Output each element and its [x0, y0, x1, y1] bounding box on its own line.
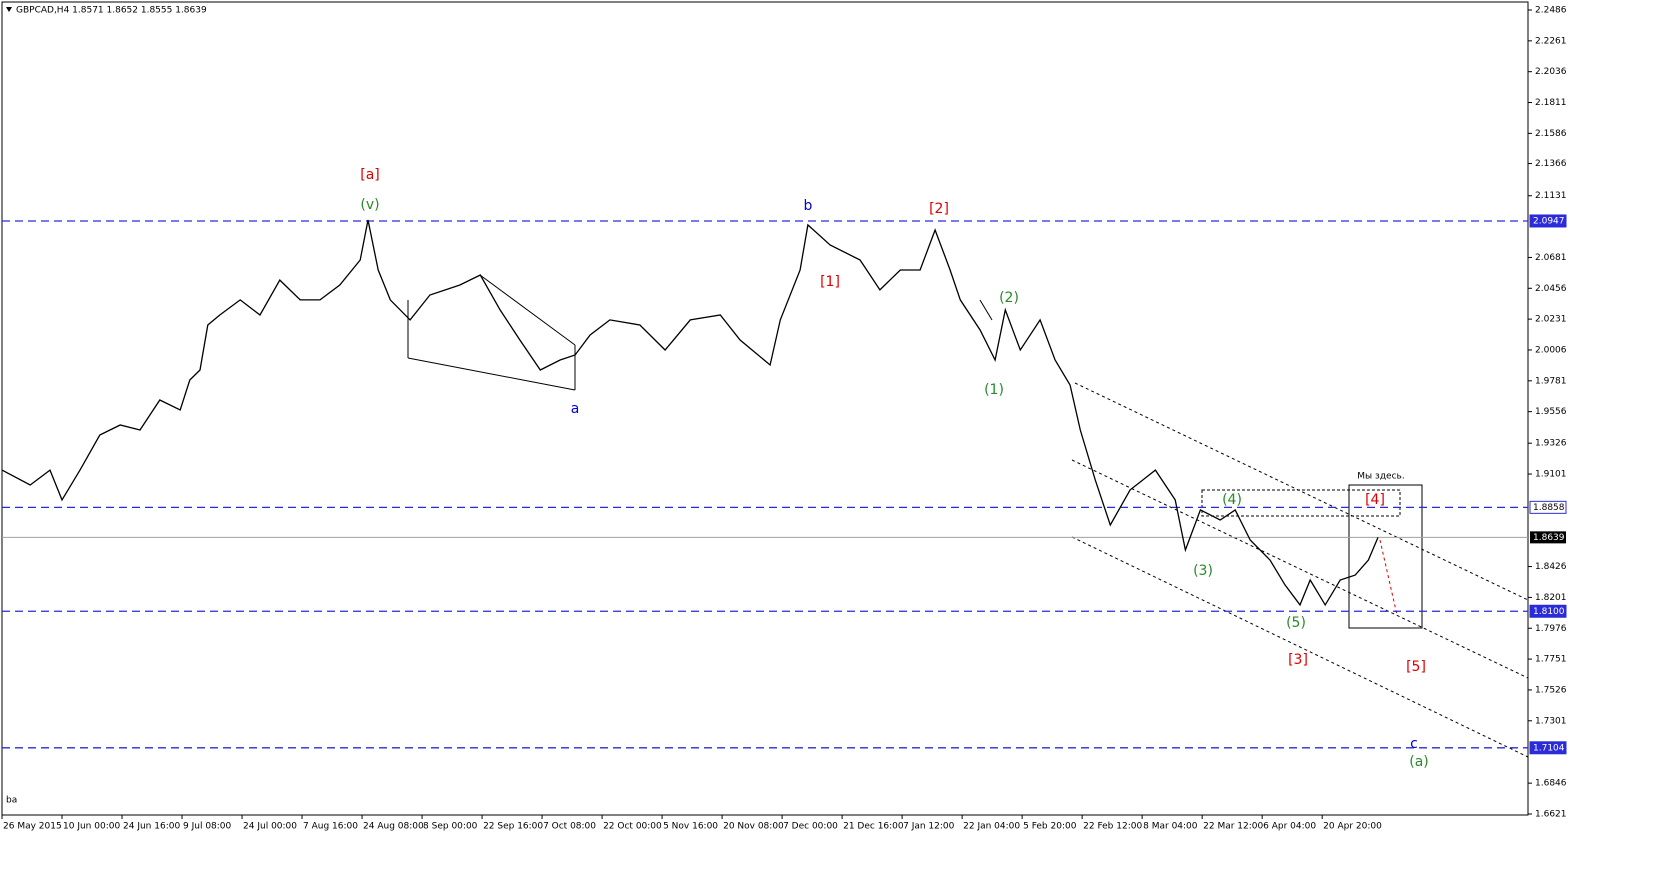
- y-tick-label: 2.1811: [1535, 98, 1567, 108]
- y-tick-label: 1.6846: [1535, 779, 1567, 789]
- y-tick-label: 2.1131: [1535, 191, 1567, 201]
- y-tick-label: 1.8426: [1535, 562, 1567, 572]
- projection-line: [1379, 539, 1398, 616]
- chart-title: GBPCAD,H4 1.8571 1.8652 1.8555 1.8639: [16, 6, 207, 16]
- x-tick-label: 7 Aug 16:00: [303, 822, 358, 832]
- y-tick-label: 1.6621: [1535, 810, 1567, 820]
- drawings: [407, 274, 1529, 758]
- y-tick-label: 1.9101: [1535, 470, 1567, 480]
- wave-label: b: [804, 198, 813, 214]
- wave-label: (5): [1286, 615, 1306, 631]
- y-tick-label: 2.0681: [1535, 253, 1567, 263]
- wave-label: [4]: [1365, 492, 1385, 508]
- x-tick-label: 8 Mar 04:00: [1143, 822, 1198, 832]
- x-tick-label: 7 Dec 00:00: [783, 822, 838, 832]
- price-line: [1, 219, 1379, 607]
- zone-box: [1201, 489, 1401, 517]
- x-tick-label: 21 Dec 16:00: [843, 822, 904, 832]
- x-tick-label: 9 Jul 08:00: [183, 822, 232, 832]
- y-tick-label: 1.7976: [1535, 624, 1567, 634]
- wave-label: (1): [984, 382, 1004, 398]
- y-tick-label: 2.2486: [1535, 6, 1567, 16]
- wave-label: (3): [1193, 563, 1213, 579]
- wave-label: (4): [1222, 492, 1242, 508]
- y-tick-label: 1.9781: [1535, 376, 1567, 386]
- x-tick-label: 22 Feb 12:00: [1083, 822, 1142, 832]
- x-tick-label: 24 Jun 16:00: [123, 822, 180, 832]
- level-label: 2.0947: [1533, 216, 1565, 226]
- level-label-box: [1529, 500, 1567, 514]
- x-tick-label: 22 Oct 00:00: [603, 822, 662, 832]
- x-tick-label: 24 Jul 00:00: [243, 822, 297, 832]
- y-tick-label: 2.2036: [1535, 67, 1567, 77]
- y-tick-label: 1.8201: [1535, 593, 1567, 603]
- channel-line: [1071, 536, 1529, 758]
- x-tick-label: 22 Sep 16:00: [483, 822, 543, 832]
- x-tick-label: 7 Oct 08:00: [543, 822, 596, 832]
- x-tick-label: 22 Mar 12:00: [1203, 822, 1263, 832]
- y-tick-label: 2.0006: [1535, 345, 1567, 355]
- x-tick-label: 6 Apr 04:00: [1263, 822, 1316, 832]
- y-tick-label: 2.0456: [1535, 284, 1567, 294]
- y-tick-label: 2.2261: [1535, 36, 1567, 46]
- here-box: [1348, 484, 1423, 629]
- x-tick-label: 24 Aug 08:00: [363, 822, 424, 832]
- current-price-box: [1530, 531, 1566, 544]
- wedge-line: [979, 299, 993, 321]
- channel-line: [1071, 459, 1529, 679]
- x-tick-label: 7 Jan 12:00: [903, 822, 955, 832]
- wave-label: c: [1410, 736, 1418, 752]
- level-label: 1.8100: [1533, 607, 1565, 617]
- level-label-box: [1529, 214, 1567, 228]
- x-tick-label: 20 Apr 20:00: [1323, 822, 1382, 832]
- x-tick-label: 5 Feb 20:00: [1023, 822, 1077, 832]
- x-tick-label: 5 Nov 16:00: [663, 822, 718, 832]
- y-tick-label: 1.7751: [1535, 655, 1567, 665]
- level-label-box: [1529, 604, 1567, 618]
- x-tick-label: 10 Jun 00:00: [63, 822, 120, 832]
- wave-label: [a]: [360, 167, 380, 183]
- wave-label: [1]: [820, 274, 840, 290]
- level-label: 1.7104: [1533, 743, 1565, 753]
- wave-label: [3]: [1288, 652, 1308, 668]
- y-tick-label: 2.1366: [1535, 159, 1567, 169]
- x-tick-label: 20 Nov 08:00: [723, 822, 784, 832]
- wedge-line: [479, 274, 576, 346]
- x-tick-label: 8 Sep 00:00: [423, 822, 478, 832]
- wave-label: ba: [6, 796, 17, 806]
- level-label: 1.8858: [1533, 503, 1565, 513]
- x-tick-label: 22 Jan 04:00: [963, 822, 1020, 832]
- wave-label: (v): [360, 197, 379, 213]
- menu-arrow: [6, 7, 12, 12]
- y-tick-label: 2.1586: [1535, 129, 1567, 139]
- wave-label: a: [571, 401, 580, 417]
- level-label-box: [1529, 741, 1567, 755]
- wave-label: [5]: [1406, 659, 1426, 675]
- wave-label: [2]: [929, 201, 949, 217]
- current-price-label: 1.8639: [1533, 533, 1565, 543]
- wave-label: (2): [999, 290, 1019, 306]
- wedge-line: [407, 357, 576, 391]
- y-tick-label: 1.9326: [1535, 439, 1567, 449]
- plot-frame: [1, 1, 1529, 816]
- x-tick-label: 26 May 2015: [3, 822, 62, 832]
- y-tick-label: 1.9556: [1535, 407, 1567, 417]
- wave-label: (a): [1409, 754, 1429, 770]
- y-tick-label: 1.7526: [1535, 685, 1567, 695]
- y-tick-label: 2.0231: [1535, 315, 1567, 325]
- y-tick-label: 1.7301: [1535, 716, 1567, 726]
- wave-label: Мы здесь.: [1357, 472, 1404, 482]
